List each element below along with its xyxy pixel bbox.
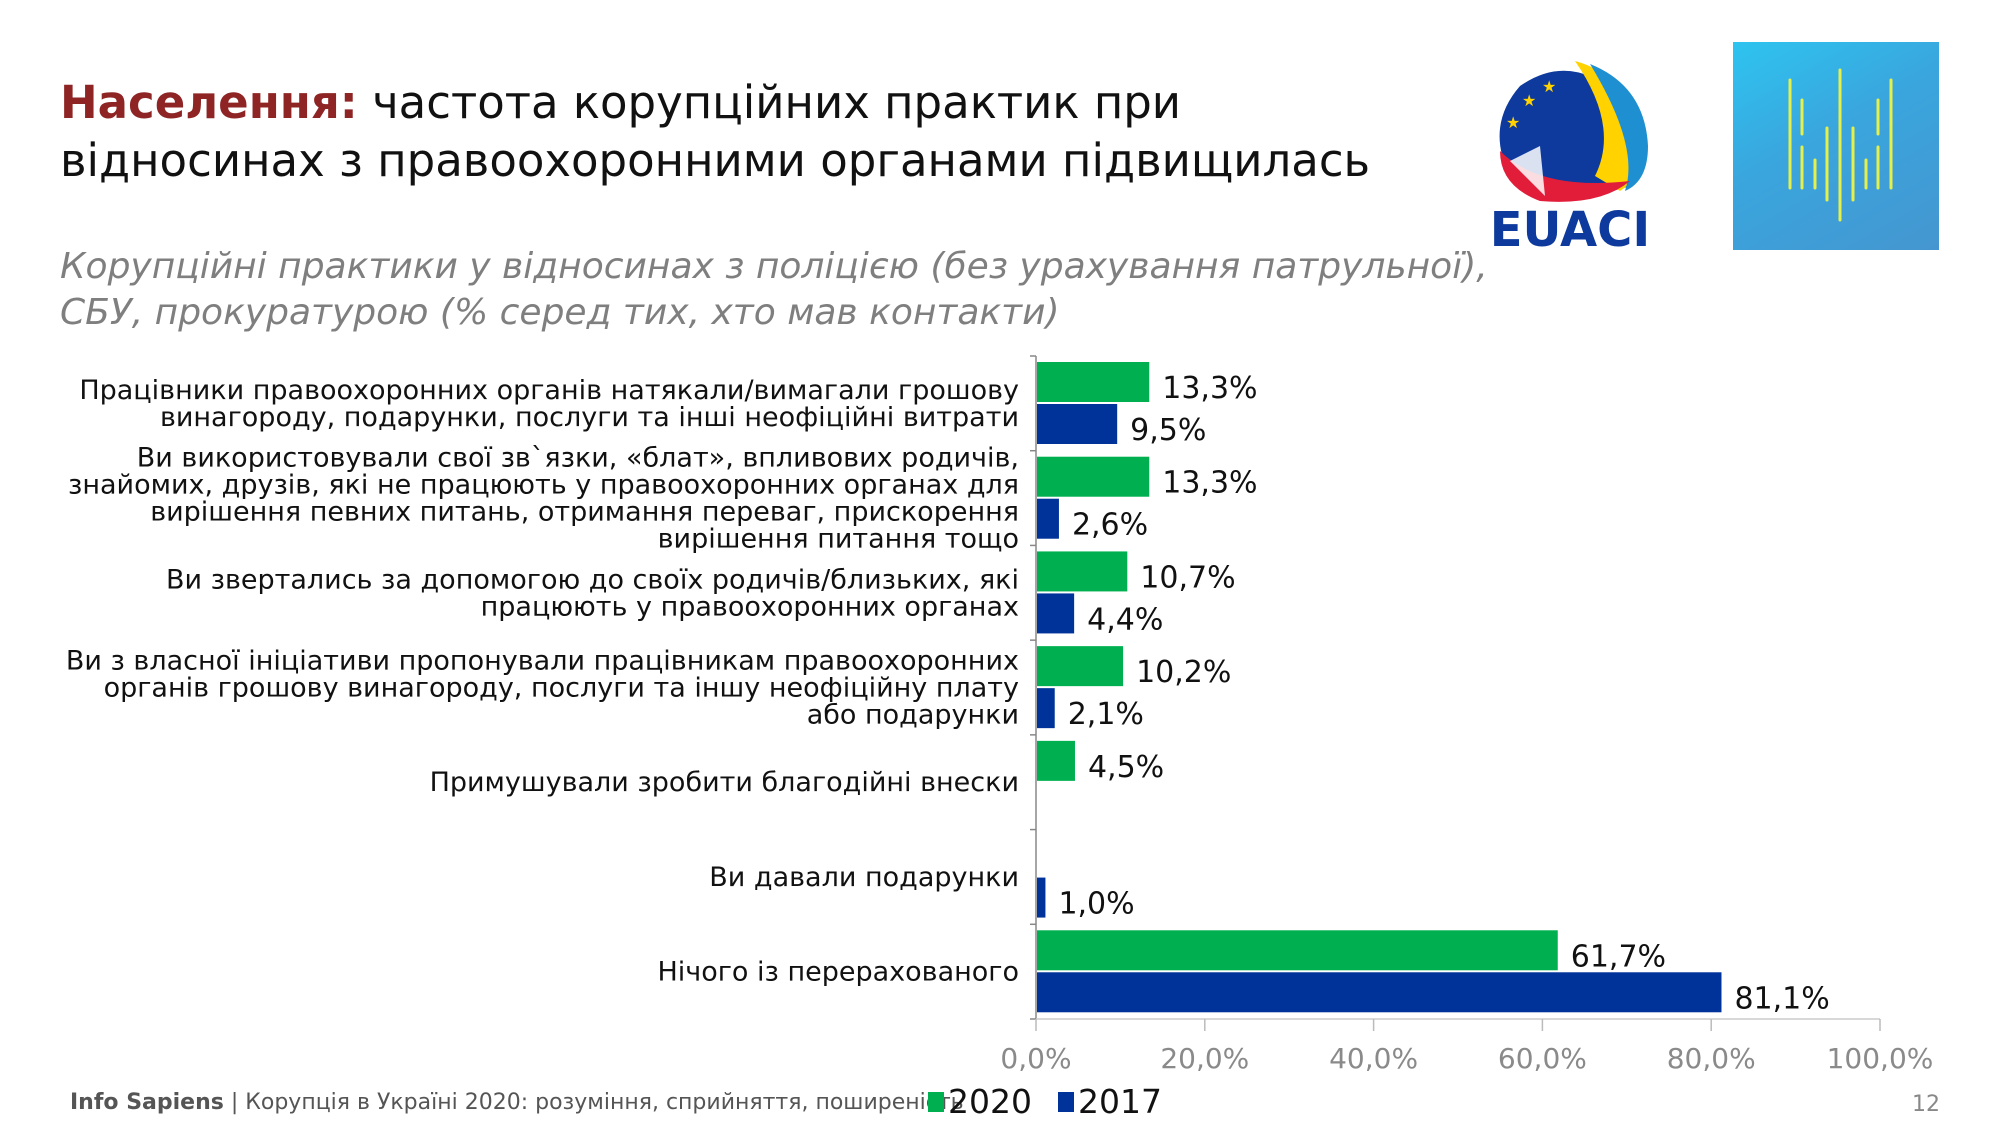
- legend-item-2020: 2020: [928, 1082, 1032, 1121]
- legend-swatch-2017: [1057, 1091, 1074, 1112]
- category-label: вирішення певних питань, отримання перев…: [150, 497, 1019, 528]
- category-label: Ви звертались за допомогою до своїх роди…: [166, 564, 1019, 595]
- category-label: Нічого із перерахованого: [657, 957, 1019, 988]
- data-label-2017: 81,1%: [1734, 981, 1829, 1016]
- bar-2017: [1037, 688, 1055, 729]
- bar-2020: [1037, 362, 1150, 402]
- bar-2017: [1037, 877, 1046, 918]
- chart-legend: 2020 2017: [928, 1082, 1162, 1121]
- subtitle-line2: СБУ, прокуратурою (% серед тих, хто мав …: [60, 292, 1060, 333]
- legend-swatch-2020: [928, 1091, 944, 1112]
- data-label-2017: 2,1%: [1068, 697, 1144, 732]
- category-label: винагороду, подарунки, послуги та інші н…: [160, 402, 1019, 433]
- bar-2020: [1037, 930, 1558, 971]
- title-line1: частота корупційних практик при: [357, 76, 1182, 129]
- page-number: 12: [1912, 1092, 1940, 1117]
- category-label: або подарунки: [807, 700, 1019, 731]
- bar-2017: [1037, 404, 1118, 444]
- sound-wave-icon: [1788, 68, 1893, 222]
- category-label: працюють у правоохоронних органах: [481, 591, 1019, 622]
- data-label-2020: 4,5%: [1088, 750, 1164, 785]
- category-label: Примушували зробити благодійні внески: [430, 767, 1019, 798]
- data-label-2020: 13,3%: [1162, 466, 1257, 501]
- legend-item-2017: 2017: [1057, 1082, 1162, 1121]
- data-label-2020: 10,7%: [1140, 560, 1235, 595]
- x-tick-label: 0,0%: [1000, 1042, 1071, 1075]
- bar-2020: [1037, 551, 1128, 592]
- chart-subtitle: Корупційні практики у відносинах з поліц…: [60, 244, 1488, 336]
- svg-text:★: ★: [1506, 113, 1520, 132]
- category-label: Ви з власної ініціативи пропонували прац…: [66, 646, 1019, 677]
- data-label-2017: 1,0%: [1058, 887, 1134, 922]
- legend-label-2020: 2020: [948, 1082, 1032, 1121]
- footer-source: Info Sapiens | Корупція в Україні 2020: …: [70, 1090, 964, 1115]
- footer-org: Info Sapiens: [70, 1090, 224, 1115]
- svg-text:★: ★: [1542, 77, 1556, 96]
- svg-text:★: ★: [1522, 91, 1536, 110]
- euaci-logo: ★★★ EUACI: [1490, 61, 1651, 252]
- data-label-2020: 13,3%: [1162, 371, 1257, 406]
- category-label: Ви давали подарунки: [709, 862, 1019, 893]
- title-highlight: Населення:: [60, 76, 358, 129]
- category-label: знайомих, друзів, які не працюють у прав…: [68, 470, 1019, 501]
- footer-text: | Корупція в Україні 2020: розуміння, сп…: [223, 1090, 964, 1115]
- x-tick-label: 80,0%: [1667, 1042, 1756, 1075]
- bar-2020: [1037, 740, 1075, 781]
- x-tick-label: 60,0%: [1498, 1042, 1587, 1075]
- euaci-wordmark: EUACI: [1490, 202, 1651, 252]
- x-tick-label: 100,0%: [1827, 1042, 1934, 1075]
- bar-2017: [1037, 972, 1722, 1013]
- category-label: органів грошову винагороду, послуги та і…: [104, 673, 1019, 704]
- category-label: Ви використовували свої зв`язки, «блат»,…: [137, 443, 1019, 474]
- info-sapiens-logo: [1733, 42, 1939, 250]
- data-label-2017: 9,5%: [1130, 413, 1206, 448]
- x-tick-label: 40,0%: [1329, 1042, 1418, 1075]
- data-label-2017: 4,4%: [1087, 602, 1163, 637]
- bar-2020: [1037, 646, 1124, 687]
- x-tick-label: 20,0%: [1160, 1042, 1249, 1075]
- legend-label-2017: 2017: [1077, 1082, 1162, 1121]
- page-title: Населення: частота корупційних практик п…: [60, 74, 1370, 190]
- data-label-2020: 10,2%: [1136, 655, 1231, 690]
- title-line2: відносинах з правоохоронними органами пі…: [60, 134, 1371, 187]
- data-label-2020: 61,7%: [1571, 939, 1666, 974]
- bar-2017: [1037, 593, 1075, 634]
- subtitle-line1: Корупційні практики у відносинах з поліц…: [60, 246, 1488, 287]
- data-label-2017: 2,6%: [1072, 508, 1148, 543]
- bar-2020: [1037, 456, 1150, 497]
- category-label: Працівники правоохоронних органів натяка…: [79, 375, 1019, 406]
- category-label: вирішення питання тощо: [658, 524, 1019, 555]
- bar-2017: [1037, 498, 1059, 539]
